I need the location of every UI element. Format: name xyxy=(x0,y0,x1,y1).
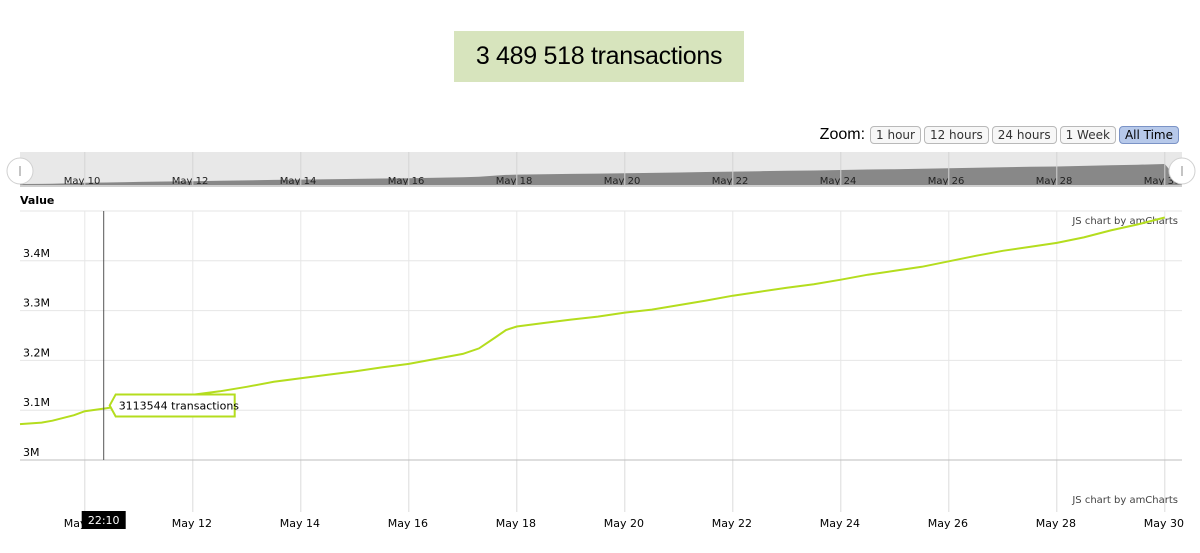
y-axis-title: Value xyxy=(20,194,54,207)
scrollbar-bottom-edge xyxy=(20,185,1182,187)
zoom-all-time-button[interactable]: All Time xyxy=(1118,126,1179,144)
y-tick-label: 3M xyxy=(23,446,40,459)
x-tick-label: May 30 xyxy=(1144,517,1184,530)
scrollbar-tick-label: May 30 xyxy=(1144,176,1181,187)
y-tick-label: 3.1M xyxy=(23,396,50,409)
x-tick-label: May 12 xyxy=(172,517,212,530)
x-tick-label: May 18 xyxy=(496,517,536,530)
scrollbar-tick-label: May 12 xyxy=(172,176,209,187)
zoom-24-hours-button[interactable]: 24 hours xyxy=(991,126,1057,144)
headline-banner: 3 489 518 transactions xyxy=(454,31,744,82)
chart-scrollbar[interactable]: May 10 May 12 May 14 May 16 May 18 May 20 May … xyxy=(6,152,1196,187)
chart-cursor: 22:10 3113544 transactions xyxy=(81,211,240,529)
cursor-time-label: 22:10 xyxy=(88,514,120,527)
scrollbar-tick-label: May 24 xyxy=(820,176,857,187)
x-tick-label: May 14 xyxy=(280,517,320,530)
cursor-time-label-bg xyxy=(81,511,126,529)
y-tick-label: 3.3M xyxy=(23,297,50,310)
amcharts-credit-top: JS chart by amCharts xyxy=(1071,216,1178,227)
y-tick-label: 3.2M xyxy=(23,346,50,359)
scrollbar-tick-label: May 14 xyxy=(280,176,317,187)
x-tick-label: May 20 xyxy=(604,517,644,530)
scrollbar-tick-label: May 20 xyxy=(604,176,641,187)
transactions-line xyxy=(19,216,1166,426)
zoom-1-week-button[interactable]: 1 Week xyxy=(1059,126,1116,144)
amcharts-credit-bottom: JS chart by amCharts xyxy=(1071,495,1178,506)
cursor-balloon xyxy=(108,393,236,418)
scrollbar-series-area xyxy=(20,164,1182,185)
scrollbar-tick-label: May 16 xyxy=(388,176,425,187)
scrollbar-tick-label: May 28 xyxy=(1036,176,1073,187)
scrollbar-tick-label: May 26 xyxy=(928,176,965,187)
x-tick-label: May 28 xyxy=(1036,517,1076,530)
scrollbar-tick-label: May 10 xyxy=(64,176,101,187)
x-tick-label: May 22 xyxy=(712,517,752,530)
zoom-controls: Zoom: 1 hour 12 hours 24 hours 1 Week Al… xyxy=(820,126,1179,144)
scrollbar-tick-label: May 22 xyxy=(712,176,749,187)
cursor-balloon-text: 3113544 transactions xyxy=(119,399,240,412)
x-tick-label: May 16 xyxy=(388,517,428,530)
y-tick-label: 3.4M xyxy=(23,247,50,260)
headline-text: 3 489 518 transactions xyxy=(475,42,723,70)
zoom-12-hours-button[interactable]: 12 hours xyxy=(923,126,989,144)
x-tick-label: May 26 xyxy=(928,517,968,530)
zoom-label: Zoom: xyxy=(819,126,866,143)
scrollbar-tick-label: May 18 xyxy=(496,176,533,187)
x-tick-label: May 24 xyxy=(820,517,860,530)
zoom-1-hour-button[interactable]: 1 hour xyxy=(870,126,921,144)
